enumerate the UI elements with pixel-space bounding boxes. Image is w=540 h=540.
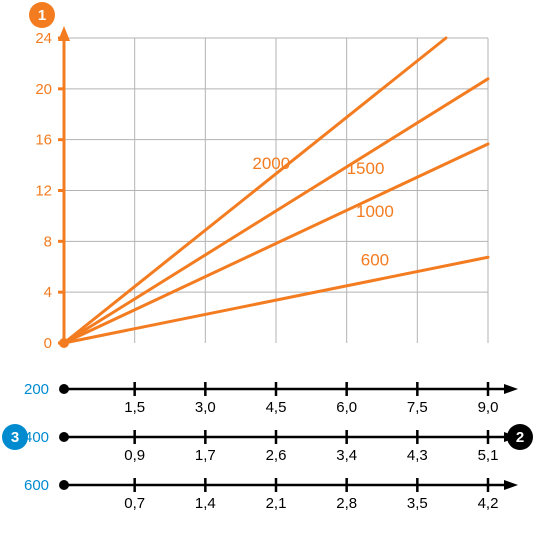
sub-axis-tick-label: 0,7 <box>124 495 145 512</box>
y-axis: 0 4 8 12 16 20 24 <box>35 26 70 352</box>
series-label: 600 <box>361 250 389 269</box>
sub-axis-tick-label: 1,5 <box>124 399 145 416</box>
y-tick-label: 20 <box>35 81 52 98</box>
series-label: 1000 <box>356 202 394 221</box>
sub-axis-left-label: 600 <box>24 477 49 494</box>
sub-axis-tick-label: 6,0 <box>336 399 357 416</box>
y-tick-label: 12 <box>35 183 52 200</box>
sub-axis-tick-label: 4,5 <box>266 399 287 416</box>
sub-axes: 2001,53,04,56,07,59,04000,91,72,63,44,35… <box>24 381 518 512</box>
series-label: 2000 <box>252 154 290 173</box>
y-tick-label: 8 <box>44 233 52 250</box>
sub-axis-tick-label: 3,5 <box>407 495 428 512</box>
series-label: 1500 <box>347 159 385 178</box>
sub-axis-tick-label: 5,1 <box>478 447 499 464</box>
sub-axis-tick-label: 3,4 <box>336 447 357 464</box>
grid <box>64 38 488 343</box>
badge-three: 3 <box>2 424 28 450</box>
sub-axis-tick-label: 1,4 <box>195 495 216 512</box>
sub-axis-tick-label: 0,9 <box>124 447 145 464</box>
sub-axis-tick-label: 4,3 <box>407 447 428 464</box>
sub-axis-tick-label: 9,0 <box>478 399 499 416</box>
sub-axis-tick-label: 3,0 <box>195 399 216 416</box>
sub-axis-tick-label: 1,7 <box>195 447 216 464</box>
y-tick-label: 4 <box>44 284 52 301</box>
chart-svg: 200015001000600048121620242001,53,04,56,… <box>0 0 540 540</box>
sub-axis-tick-label: 2,8 <box>336 495 357 512</box>
svg-text:1: 1 <box>38 7 46 24</box>
badge-two: 2 <box>507 424 533 450</box>
sub-axis-tick-label: 2,1 <box>266 495 287 512</box>
y-tick-label: 24 <box>35 30 52 47</box>
y-tick-label: 16 <box>35 132 52 149</box>
svg-text:2: 2 <box>516 429 524 446</box>
sub-axis-left-label: 200 <box>24 381 49 398</box>
badge-one: 1 <box>29 2 55 28</box>
y-tick-label: 0 <box>44 335 52 352</box>
sub-axis-tick-label: 7,5 <box>407 399 428 416</box>
sub-axis-tick-label: 2,6 <box>266 447 287 464</box>
sub-axis-tick-label: 4,2 <box>478 495 499 512</box>
svg-text:3: 3 <box>11 429 19 446</box>
